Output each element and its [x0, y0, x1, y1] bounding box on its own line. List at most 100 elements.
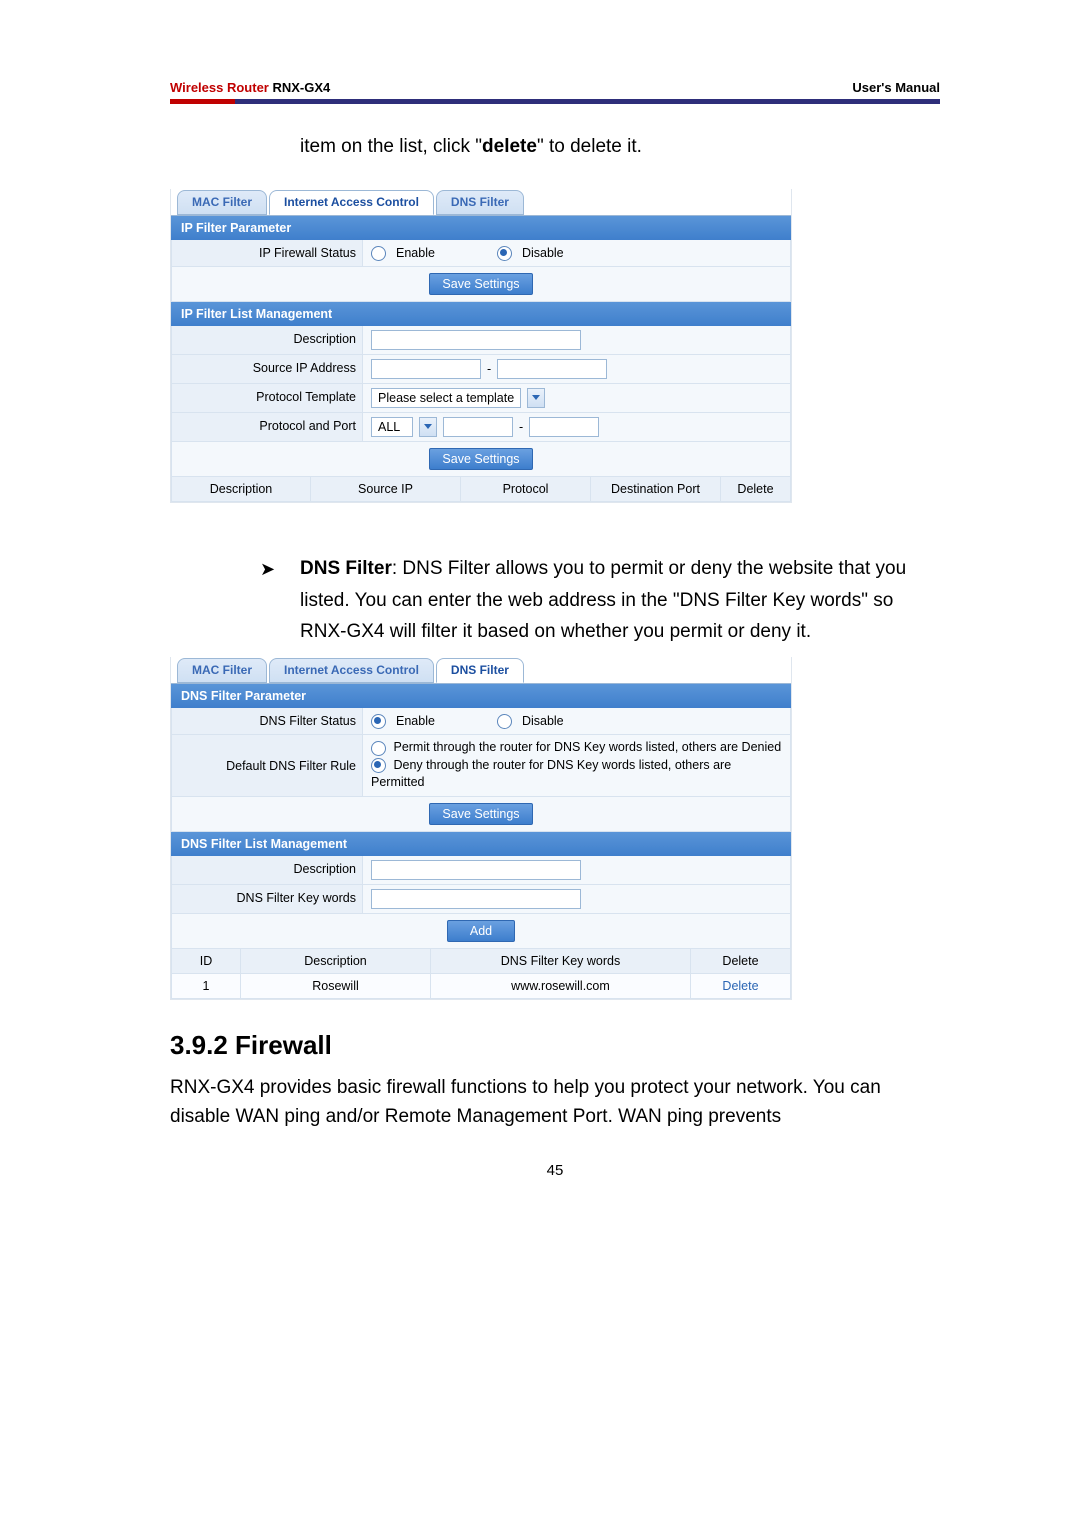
input-port-from[interactable] — [443, 417, 513, 437]
port-sep: - — [519, 420, 523, 434]
row-ip-srcip: Source IP Address - — [171, 355, 791, 384]
row-dns-save: Save Settings — [171, 797, 791, 832]
radio-rule-deny[interactable] — [371, 758, 386, 773]
input-ip-src-from[interactable] — [371, 359, 481, 379]
col-desc: Description — [241, 949, 431, 974]
cell-desc: Rosewill — [241, 974, 431, 999]
value-ip-proto-tmpl: Please select a template — [363, 384, 791, 413]
row-dns-status: DNS Filter Status Enable Disable — [171, 708, 791, 735]
label-dns-enable: Enable — [396, 714, 435, 728]
col-srcip: Source IP — [311, 477, 461, 502]
firewall-paragraph: RNX-GX4 provides basic firewall function… — [170, 1073, 940, 1132]
select-proto-tmpl-text: Please select a template — [371, 388, 521, 408]
value-ip-status: Enable Disable — [363, 240, 791, 267]
label-ip-proto-port: Protocol and Port — [171, 413, 363, 442]
col-dport: Destination Port — [591, 477, 721, 502]
section-heading: 3.9.2 Firewall — [170, 1030, 940, 1061]
add-button[interactable]: Add — [447, 920, 515, 942]
dns-bullet-text: : DNS Filter allows you to permit or den… — [300, 558, 906, 642]
doc-header-left: Wireless Router RNX-GX4 — [170, 80, 330, 95]
delete-link[interactable]: Delete — [691, 974, 791, 999]
dns-bullet-bold: DNS Filter — [300, 558, 392, 579]
col-del: Delete — [721, 477, 791, 502]
radio-rule-permit[interactable] — [371, 741, 386, 756]
cell-id: 1 — [171, 974, 241, 999]
ip-section-list: IP Filter List Management — [171, 302, 791, 326]
ip-filter-panel: MAC Filter Internet Access Control DNS F… — [170, 189, 792, 503]
label-dns-key: DNS Filter Key words — [171, 885, 363, 914]
dns-section-list: DNS Filter List Management — [171, 832, 791, 856]
label-dns-disable: Disable — [522, 714, 564, 728]
col-proto: Protocol — [461, 477, 591, 502]
rule-permit-wrap: Permit through the router for DNS Key wo… — [371, 739, 782, 757]
doc-header-right: User's Manual — [852, 80, 940, 95]
ip-tabs: MAC Filter Internet Access Control DNS F… — [171, 189, 791, 216]
label-ip-proto-tmpl: Protocol Template — [171, 384, 363, 413]
col-desc: Description — [171, 477, 311, 502]
tab-dns-filter[interactable]: DNS Filter — [436, 190, 524, 215]
col-del: Delete — [691, 949, 791, 974]
arrow-icon: ➤ — [260, 555, 275, 585]
value-dns-key — [363, 885, 791, 914]
input-ip-src-to[interactable] — [497, 359, 607, 379]
dns-filter-panel: MAC Filter Internet Access Control DNS F… — [170, 657, 792, 1000]
tab-dns-filter[interactable]: DNS Filter — [436, 658, 524, 683]
row-dns-key: DNS Filter Key words — [171, 885, 791, 914]
select-proto-port-chevron[interactable] — [419, 417, 437, 437]
rule-permit-text: Permit through the router for DNS Key wo… — [393, 740, 781, 754]
row-ip-status: IP Firewall Status Enable Disable — [171, 240, 791, 267]
value-dns-status: Enable Disable — [363, 708, 791, 735]
value-ip-srcip: - — [363, 355, 791, 384]
ip-section-parameter: IP Filter Parameter — [171, 216, 791, 240]
page-number: 45 — [170, 1162, 940, 1179]
tab-internet-access-control[interactable]: Internet Access Control — [269, 190, 434, 215]
intro-pre: item on the list, click " — [300, 136, 482, 157]
row-ip-save2: Save Settings — [171, 442, 791, 477]
dns-list-row: 1 Rosewill www.rosewill.com Delete — [171, 974, 791, 999]
save-settings-button[interactable]: Save Settings — [429, 448, 532, 470]
doc-header: Wireless Router RNX-GX4 User's Manual — [170, 80, 940, 99]
row-dns-rule: Default DNS Filter Rule Permit through t… — [171, 735, 791, 797]
dns-section-parameter: DNS Filter Parameter — [171, 684, 791, 708]
value-dns-rule: Permit through the router for DNS Key wo… — [363, 735, 791, 797]
save-settings-button[interactable]: Save Settings — [429, 273, 532, 295]
intro-bold: delete — [482, 136, 537, 157]
input-dns-key[interactable] — [371, 889, 581, 909]
radio-dns-enable[interactable] — [371, 714, 386, 729]
product-model: RNX-GX4 — [269, 80, 330, 95]
label-ip-enable: Enable — [396, 246, 435, 260]
doc-header-rule — [170, 99, 940, 104]
col-id: ID — [171, 949, 241, 974]
input-dns-desc[interactable] — [371, 860, 581, 880]
value-dns-desc — [363, 856, 791, 885]
row-ip-desc: Description — [171, 326, 791, 355]
tab-mac-filter[interactable]: MAC Filter — [177, 658, 267, 683]
label-dns-status: DNS Filter Status — [171, 708, 363, 735]
label-ip-srcip: Source IP Address — [171, 355, 363, 384]
dns-list-header: ID Description DNS Filter Key words Dele… — [171, 949, 791, 974]
col-key: DNS Filter Key words — [431, 949, 691, 974]
label-ip-desc: Description — [171, 326, 363, 355]
rule-deny-text: Deny through the router for DNS Key word… — [371, 758, 731, 790]
cell-key: www.rosewill.com — [431, 974, 691, 999]
row-ip-save1: Save Settings — [171, 267, 791, 302]
product-name-strong: Wireless Router — [170, 80, 269, 95]
tab-internet-access-control[interactable]: Internet Access Control — [269, 658, 434, 683]
radio-ip-disable[interactable] — [497, 246, 512, 261]
select-proto-port-text: ALL — [371, 417, 413, 437]
srcip-sep: - — [487, 362, 491, 376]
radio-dns-disable[interactable] — [497, 714, 512, 729]
label-ip-disable: Disable — [522, 246, 564, 260]
select-proto-tmpl-chevron[interactable] — [527, 388, 545, 408]
tab-mac-filter[interactable]: MAC Filter — [177, 190, 267, 215]
input-ip-desc[interactable] — [371, 330, 581, 350]
input-port-to[interactable] — [529, 417, 599, 437]
intro-line: item on the list, click "delete" to dele… — [300, 132, 940, 161]
row-ip-proto-tmpl: Protocol Template Please select a templa… — [171, 384, 791, 413]
value-ip-proto-port: ALL - — [363, 413, 791, 442]
save-settings-button[interactable]: Save Settings — [429, 803, 532, 825]
dns-tabs: MAC Filter Internet Access Control DNS F… — [171, 657, 791, 684]
radio-ip-enable[interactable] — [371, 246, 386, 261]
rule-deny-wrap: Deny through the router for DNS Key word… — [371, 757, 782, 792]
value-ip-desc — [363, 326, 791, 355]
